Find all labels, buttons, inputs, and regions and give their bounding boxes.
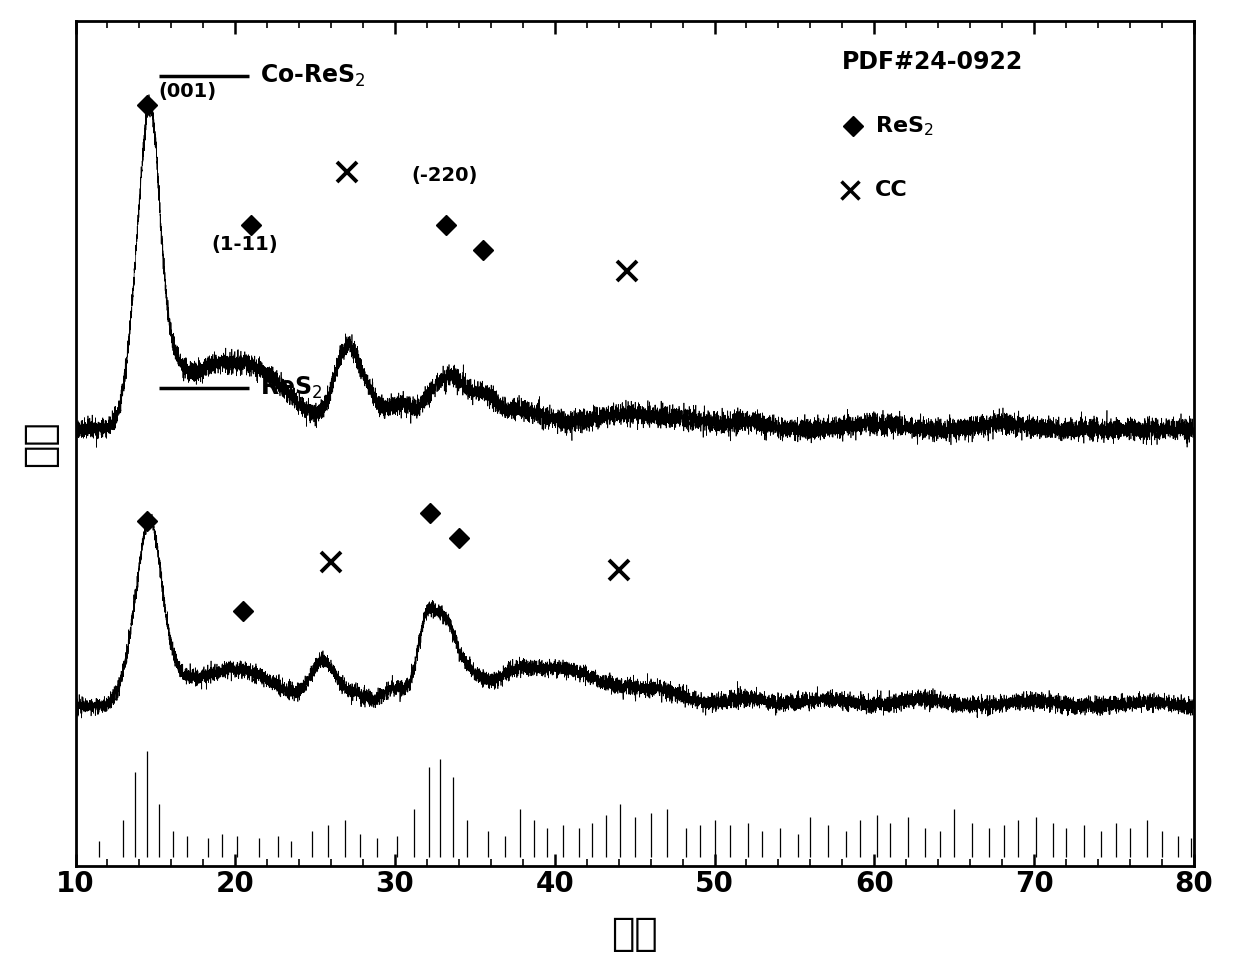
Y-axis label: 强度: 强度: [21, 420, 59, 467]
Text: Co-ReS$_2$: Co-ReS$_2$: [260, 62, 365, 89]
Text: (-220): (-220): [411, 167, 478, 185]
X-axis label: 角度: 角度: [611, 916, 658, 954]
Text: CC: CC: [875, 180, 908, 200]
Text: ReS$_2$: ReS$_2$: [875, 115, 934, 138]
Text: PDF#24-0922: PDF#24-0922: [842, 51, 1023, 74]
Text: (1-11): (1-11): [211, 235, 278, 254]
Text: ReS$_2$: ReS$_2$: [260, 375, 322, 401]
Text: (001): (001): [159, 82, 217, 101]
